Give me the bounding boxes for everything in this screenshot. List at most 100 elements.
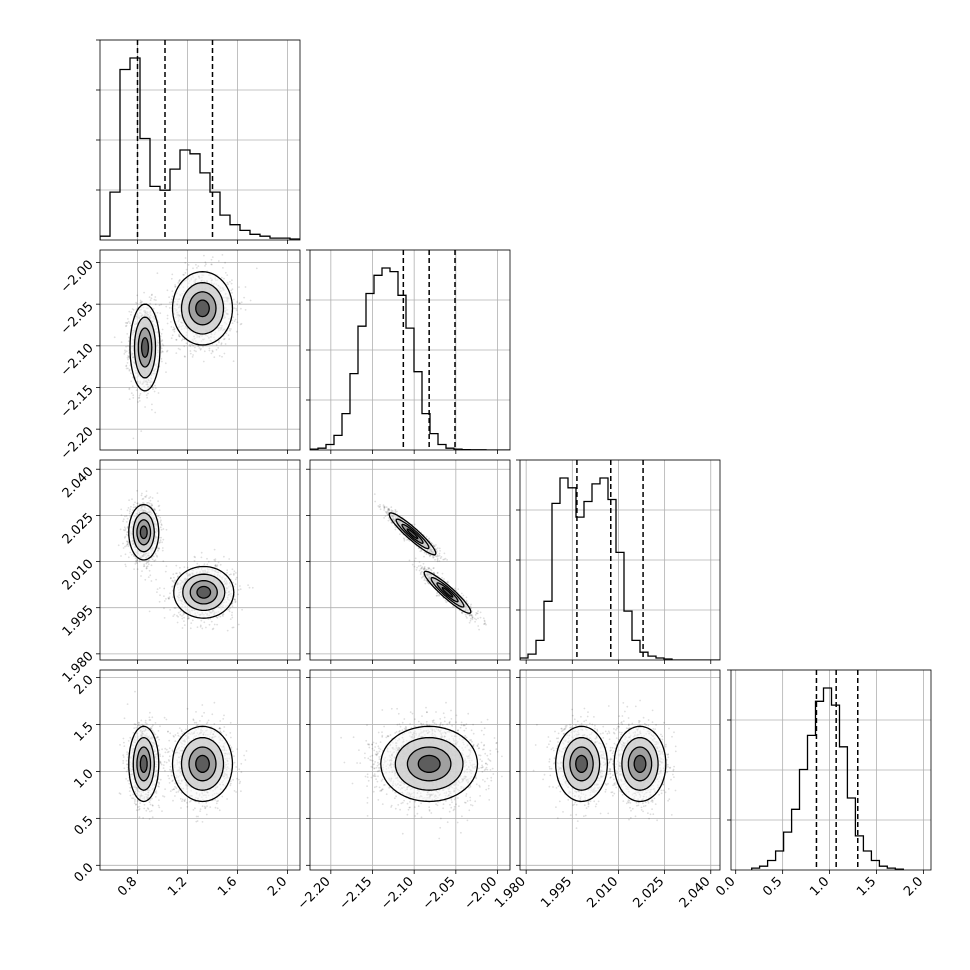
scatter-point (154, 553, 157, 555)
scatter-point (138, 559, 141, 562)
contour-line (171, 271, 234, 346)
scatter-panel-2-0 (96, 459, 301, 664)
grid-lines (310, 249, 510, 450)
contour-line (137, 327, 153, 368)
scatter-point (197, 345, 200, 347)
scatter-point (129, 322, 131, 324)
scatter-point (171, 579, 174, 582)
scatter-point (132, 437, 135, 440)
scatter-point (136, 502, 139, 504)
scatter-point (145, 567, 148, 570)
scatter-point (132, 506, 135, 509)
scatter-point (129, 508, 132, 511)
scatter-point (158, 509, 161, 512)
scatter-point (126, 526, 129, 529)
scatter-point (161, 343, 164, 345)
scatter-point (153, 507, 156, 510)
scatter-point (156, 591, 158, 593)
scatter-point (231, 279, 233, 281)
scatter-point (255, 267, 258, 270)
scatter-point (204, 261, 207, 264)
scatter-point (179, 610, 182, 612)
scatter-point (181, 615, 183, 617)
scatter-point (158, 587, 161, 589)
scatter-point (159, 516, 162, 519)
scatter-point (233, 320, 236, 323)
scatter-point (165, 528, 168, 531)
scatter-point (228, 610, 231, 613)
scatter-point (127, 507, 130, 509)
scatter-point (217, 260, 220, 262)
scatter-point (132, 509, 135, 512)
scatter-point (184, 272, 187, 274)
scatter-point (159, 541, 162, 543)
histogram-0 (100, 57, 300, 240)
scatter-point (171, 273, 174, 276)
scatter-point (125, 350, 128, 353)
scatter-point (153, 509, 156, 512)
scatter-point (179, 613, 182, 616)
scatter-point (223, 555, 225, 558)
scatter-point (127, 340, 130, 342)
scatter-point (144, 406, 147, 408)
scatter-point (138, 396, 141, 399)
hist-panel-2 (516, 459, 721, 664)
scatter-point (126, 356, 129, 359)
scatter-point (175, 564, 178, 567)
scatter-point (148, 502, 151, 505)
scatter-point (214, 560, 217, 562)
scatter-point (125, 544, 128, 547)
scatter-point (169, 592, 171, 595)
scatter-point (126, 531, 129, 533)
scatter-point (133, 554, 135, 557)
scatter-point (129, 551, 132, 554)
scatter-point (232, 626, 235, 629)
scatter-point (143, 502, 146, 505)
scatter-point (128, 398, 131, 400)
scatter-point (186, 566, 189, 569)
scatter-point (190, 343, 193, 346)
scatter-panel-2-1 (306, 459, 511, 664)
scatter-point (128, 356, 131, 359)
scatter-point (151, 558, 154, 561)
scatter-point (210, 263, 213, 266)
scatter-point (156, 311, 159, 314)
scatter-point (127, 318, 129, 320)
scatter-point (228, 338, 231, 340)
scatter-point (127, 356, 130, 358)
scatter-point (132, 309, 135, 311)
hist-panel-0 (96, 39, 301, 244)
scatter-point (173, 581, 176, 584)
scatter-point (236, 301, 238, 303)
scatter-point (206, 557, 208, 560)
scatter-point (192, 354, 195, 356)
scatter-point (130, 372, 132, 374)
scatter-point (136, 560, 139, 563)
scatter-point (176, 614, 178, 617)
scatter-point (175, 352, 178, 354)
scatter-point (219, 615, 222, 618)
scatter-point (136, 568, 139, 570)
scatter-point (221, 254, 224, 256)
scatter-point (184, 257, 187, 259)
scatter-point (223, 277, 225, 280)
scatter-point (168, 301, 171, 304)
scatter-point (166, 314, 169, 317)
scatter-point (221, 613, 224, 616)
scatter-point (226, 569, 229, 572)
scatter-point (145, 566, 148, 568)
scatter-point (133, 555, 136, 558)
scatter-point (152, 388, 155, 390)
scatter-point (158, 547, 161, 550)
histogram-2 (520, 477, 720, 660)
scatter-point (154, 296, 157, 298)
scatter-point (210, 620, 213, 623)
scatter-point (126, 540, 129, 543)
scatter-point (203, 350, 206, 353)
scatter-point (172, 328, 174, 331)
scatter-point (120, 341, 123, 344)
scatter-point (161, 328, 164, 331)
scatter-point (206, 563, 209, 566)
scatter-point (130, 311, 133, 313)
density-fill (195, 300, 210, 317)
